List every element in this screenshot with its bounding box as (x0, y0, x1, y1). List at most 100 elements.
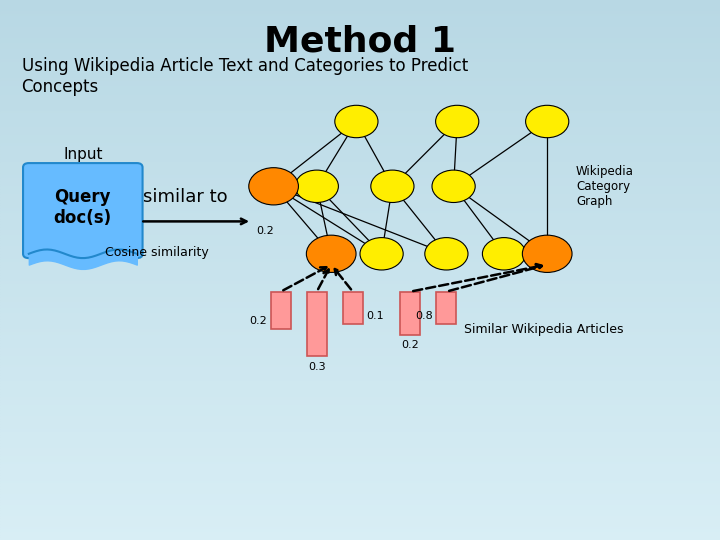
Bar (0, 32, 720, 35)
Bar (0, 400, 720, 402)
Bar (0, 502, 720, 505)
Bar (0, 370, 720, 373)
Bar (0, 270, 720, 273)
Bar (0, 105, 720, 108)
Circle shape (432, 170, 475, 202)
Bar (0, 35, 720, 38)
Bar (0, 405, 720, 408)
Bar (0, 346, 720, 348)
Bar (0, 38, 720, 40)
Bar (0, 208, 720, 211)
Bar (0, 46, 720, 49)
Bar (0, 230, 720, 232)
Bar (307, 292, 327, 356)
Bar (0, 176, 720, 178)
Bar (0, 437, 720, 440)
Bar (0, 359, 720, 362)
Bar (0, 289, 720, 292)
Bar (0, 224, 720, 227)
Bar (0, 362, 720, 364)
Bar (0, 386, 720, 389)
Bar (0, 364, 720, 367)
Bar (0, 194, 720, 197)
Bar (0, 321, 720, 324)
Bar (0, 513, 720, 516)
Bar (0, 213, 720, 216)
Bar (0, 451, 720, 454)
Bar (0, 440, 720, 443)
Bar (0, 89, 720, 92)
Bar (0, 462, 720, 464)
Bar (0, 19, 720, 22)
Bar (0, 76, 720, 78)
Bar (0, 197, 720, 200)
Text: Method 1: Method 1 (264, 24, 456, 58)
Bar (0, 51, 720, 54)
Bar (0, 378, 720, 381)
Bar (0, 454, 720, 456)
Bar (0, 262, 720, 265)
Bar (0, 154, 720, 157)
Bar (0, 373, 720, 375)
Bar (0, 351, 720, 354)
Bar (343, 292, 363, 324)
Bar (0, 459, 720, 462)
Bar (0, 167, 720, 170)
Text: 0.3: 0.3 (308, 362, 325, 372)
Text: Wikipedia
Category
Graph: Wikipedia Category Graph (576, 165, 634, 208)
Bar (0, 81, 720, 84)
Text: 0.8: 0.8 (415, 310, 433, 321)
Bar (0, 0, 720, 3)
Bar (0, 308, 720, 310)
Text: Input: Input (63, 147, 102, 162)
Bar (0, 392, 720, 394)
Text: Using Wikipedia Article Text and Categories to Predict: Using Wikipedia Article Text and Categor… (22, 57, 468, 75)
Bar (0, 483, 720, 486)
Bar (0, 354, 720, 356)
Bar (0, 68, 720, 70)
Bar (0, 481, 720, 483)
Bar (0, 132, 720, 135)
Bar (0, 100, 720, 103)
Bar (0, 97, 720, 100)
Bar (0, 151, 720, 154)
Bar (0, 489, 720, 491)
Bar (0, 305, 720, 308)
Bar (0, 467, 720, 470)
Bar (0, 40, 720, 43)
Bar (0, 413, 720, 416)
Text: 0.1: 0.1 (366, 310, 384, 321)
Bar (0, 251, 720, 254)
Bar (0, 181, 720, 184)
Bar (0, 94, 720, 97)
Text: 0.2: 0.2 (402, 340, 419, 350)
Bar (0, 397, 720, 400)
Bar (0, 294, 720, 297)
Bar (0, 267, 720, 270)
Bar (0, 186, 720, 189)
Text: Query
doc(s): Query doc(s) (54, 188, 112, 227)
Bar (0, 332, 720, 335)
Bar (0, 383, 720, 386)
Bar (0, 259, 720, 262)
Circle shape (425, 238, 468, 270)
Bar (0, 16, 720, 19)
Bar (0, 418, 720, 421)
Bar (0, 146, 720, 148)
Bar (0, 205, 720, 208)
Bar (0, 202, 720, 205)
Text: similar to: similar to (143, 188, 228, 206)
Bar (0, 478, 720, 481)
Bar (0, 200, 720, 202)
Bar (0, 103, 720, 105)
Bar (0, 219, 720, 221)
Bar (0, 510, 720, 513)
Bar (0, 319, 720, 321)
Bar (436, 292, 456, 324)
Circle shape (295, 170, 338, 202)
Circle shape (436, 105, 479, 138)
Bar (0, 424, 720, 427)
Text: 0.2: 0.2 (249, 315, 267, 326)
Bar (0, 227, 720, 229)
Bar (0, 240, 720, 243)
